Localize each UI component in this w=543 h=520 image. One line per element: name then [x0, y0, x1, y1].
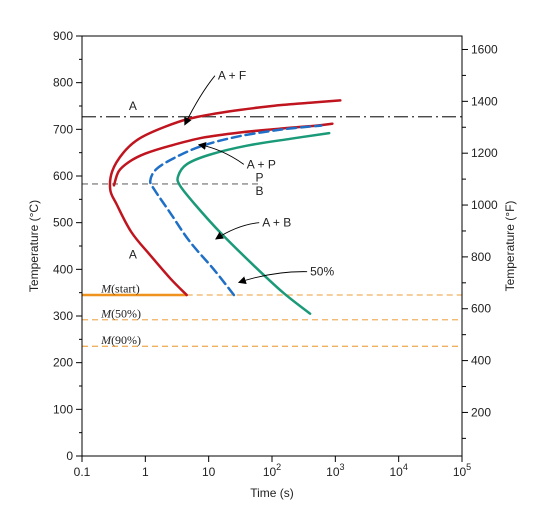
martensite-fraction: (start)	[111, 282, 140, 296]
y2-tick-label: 1400	[471, 94, 498, 108]
y2-tick-label: 200	[471, 405, 491, 419]
annotation-arrow	[184, 75, 216, 126]
x-axis-title: Time (s)	[250, 486, 294, 500]
x-tick-label: 104	[389, 462, 407, 479]
region-label: A	[129, 247, 137, 261]
curve-4	[176, 131, 331, 315]
y2-tick-label: 400	[471, 354, 491, 368]
region-label: A + P	[247, 157, 276, 171]
martensite-label: M(90%)	[100, 333, 141, 347]
curve-2	[112, 122, 334, 187]
y2-tick-label: 1600	[471, 42, 498, 56]
x-tick-exponent: 2	[276, 462, 281, 472]
y-tick-label: 900	[53, 29, 73, 43]
x-tick-label: 102	[263, 462, 281, 479]
annotation-arrow	[197, 141, 245, 165]
martensite-fraction: (90%)	[111, 333, 141, 347]
y-tick-label: 300	[53, 309, 73, 323]
annotation-arrow	[215, 222, 260, 240]
martensite-symbol: M	[100, 306, 112, 320]
x-tick-exponent: 3	[340, 462, 345, 472]
x-tick-label: 103	[326, 462, 344, 479]
martensite-label: M(start)	[100, 282, 140, 296]
curve-3	[149, 124, 323, 297]
plot-frame	[81, 35, 463, 457]
axes: 0 100 200 300 400 500 600 700 800 900 200 400 600 800…	[53, 29, 498, 479]
transformation-curves	[108, 99, 342, 315]
x-tick-label: 105	[453, 462, 471, 479]
y-tick-label: 500	[53, 216, 73, 230]
region-label: A	[129, 99, 137, 113]
y-tick-label: 600	[53, 169, 73, 183]
x-tick-label: 0.1	[74, 465, 91, 479]
x-tick-exponent: 5	[466, 462, 471, 472]
y-axis-title: Temperature (°C)	[27, 200, 41, 292]
x-tick-base: 10	[263, 465, 277, 479]
x-tick-exponent: 4	[403, 462, 408, 472]
y-tick-label: 700	[53, 122, 73, 136]
region-label: P	[256, 170, 264, 184]
x-tick-label: 1	[142, 465, 149, 479]
martensite-symbol: M	[100, 282, 112, 296]
y2-tick-label: 1200	[471, 146, 498, 160]
x-tick-label: 10	[202, 465, 216, 479]
region-label: 50%	[310, 265, 334, 279]
x-tick-base: 10	[326, 465, 340, 479]
y-tick-label: 400	[53, 262, 73, 276]
curve-1	[108, 99, 342, 297]
annotation-arrow	[237, 271, 308, 284]
x-tick-base: 10	[389, 465, 403, 479]
martensite-fraction: (50%)	[111, 306, 141, 320]
y2-axis-title: Temperature (°F)	[503, 201, 517, 292]
y-tick-label: 100	[53, 402, 73, 416]
y2-tick-label: 1000	[471, 198, 498, 212]
region-label: A + B	[262, 216, 291, 230]
martensite-label: M(50%)	[100, 306, 141, 320]
x-tick-base: 10	[453, 465, 467, 479]
region-label: B	[256, 184, 264, 198]
y2-tick-label: 600	[471, 302, 491, 316]
region-label: A + F	[218, 69, 246, 83]
y-tick-label: 200	[53, 356, 73, 370]
martensite-symbol: M	[100, 333, 112, 347]
y-tick-label: 800	[53, 76, 73, 90]
y-tick-label: 0	[66, 449, 73, 463]
y2-tick-label: 800	[471, 250, 491, 264]
